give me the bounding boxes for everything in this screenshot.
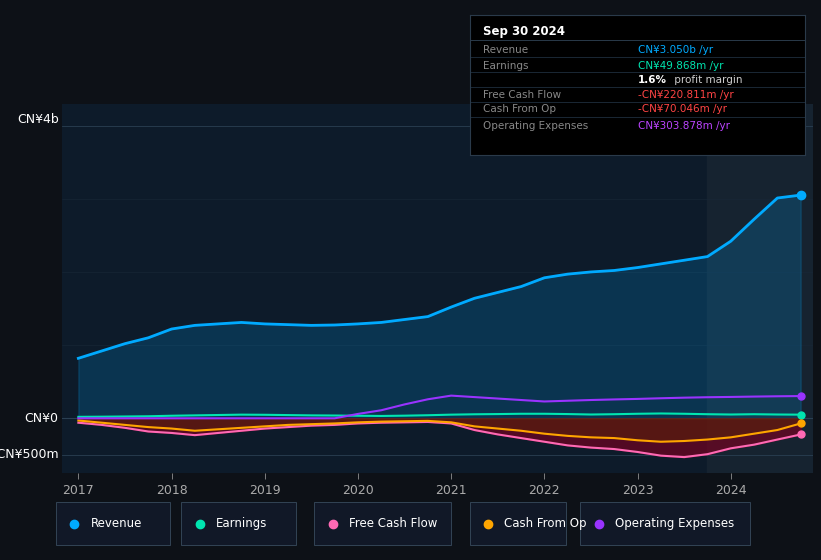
Text: -CN¥500m: -CN¥500m	[0, 449, 58, 461]
FancyBboxPatch shape	[580, 502, 750, 545]
Text: Free Cash Flow: Free Cash Flow	[349, 517, 438, 530]
FancyBboxPatch shape	[56, 502, 171, 545]
Text: Sep 30 2024: Sep 30 2024	[484, 25, 566, 38]
Text: Earnings: Earnings	[484, 61, 529, 71]
Text: CN¥49.868m /yr: CN¥49.868m /yr	[637, 61, 723, 71]
FancyBboxPatch shape	[314, 502, 452, 545]
Bar	[708, 104, 813, 473]
Text: CN¥3.050b /yr: CN¥3.050b /yr	[637, 45, 713, 55]
Text: Free Cash Flow: Free Cash Flow	[484, 90, 562, 100]
Text: Earnings: Earnings	[216, 517, 268, 530]
Text: Cash From Op: Cash From Op	[484, 105, 557, 114]
Text: Revenue: Revenue	[484, 45, 529, 55]
Text: Revenue: Revenue	[90, 517, 142, 530]
Text: Operating Expenses: Operating Expenses	[615, 517, 735, 530]
FancyBboxPatch shape	[181, 502, 296, 545]
Text: Cash From Op: Cash From Op	[504, 517, 587, 530]
Text: -CN¥70.046m /yr: -CN¥70.046m /yr	[637, 105, 727, 114]
Text: profit margin: profit margin	[671, 75, 742, 85]
FancyBboxPatch shape	[470, 502, 566, 545]
Text: Operating Expenses: Operating Expenses	[484, 120, 589, 130]
Text: -CN¥220.811m /yr: -CN¥220.811m /yr	[637, 90, 733, 100]
Text: CN¥0: CN¥0	[25, 412, 58, 425]
Text: CN¥303.878m /yr: CN¥303.878m /yr	[637, 120, 730, 130]
Text: CN¥4b: CN¥4b	[16, 113, 58, 125]
Text: 1.6%: 1.6%	[637, 75, 667, 85]
